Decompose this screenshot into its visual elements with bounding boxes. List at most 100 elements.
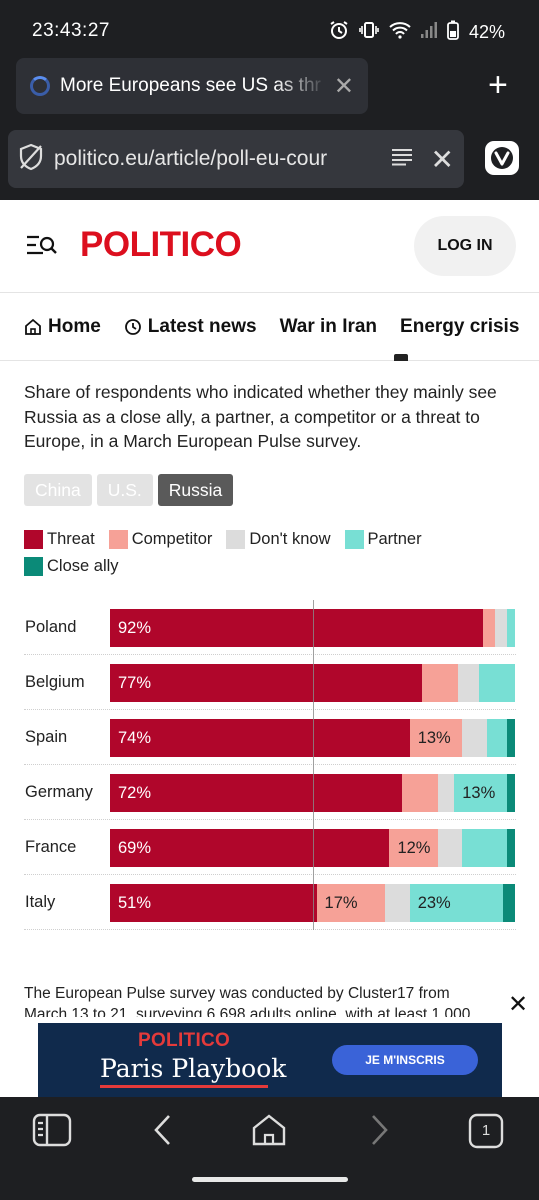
ad-product: Paris Playbook	[100, 1054, 287, 1083]
filter-china[interactable]: China	[24, 474, 92, 506]
clear-url-icon[interactable]: ✕	[430, 143, 454, 175]
category-label: Germany	[25, 783, 93, 801]
nav-label: Home	[48, 316, 101, 337]
new-tab-button[interactable]: +	[488, 66, 508, 104]
legend-close-ally: Close ally	[24, 557, 119, 576]
bar-segment	[458, 664, 479, 702]
legend-competitor: Competitor	[108, 530, 213, 549]
data-label: 77%	[118, 674, 152, 692]
bar-segment: 77%	[110, 664, 422, 702]
legend-dont-know: Don't know	[226, 530, 331, 549]
back-icon[interactable]	[152, 1113, 174, 1152]
bar-segment	[506, 609, 515, 647]
bar-segment: 23%	[409, 884, 503, 922]
chart-row: Germany 72% 13%	[24, 765, 516, 820]
legend-label: Threat	[47, 530, 95, 548]
chart-row: France 69% 12%	[24, 820, 516, 875]
nav-label: War in Iran	[279, 316, 378, 337]
bar-segment	[462, 829, 507, 867]
ad-subscribe-button[interactable]: JE M'INSCRIS	[332, 1045, 478, 1075]
bar-segment	[502, 884, 515, 922]
stacked-bar[interactable]: 51% 17% 23%	[110, 884, 515, 922]
data-label: 12%	[397, 839, 431, 857]
stacked-bar[interactable]: 92%	[110, 609, 515, 647]
nav-item-home[interactable]: Home	[24, 316, 101, 338]
bar-segment	[506, 829, 515, 867]
section-nav: Home Latest news War in Iran Energy cris…	[0, 294, 539, 361]
vivaldi-menu-button[interactable]	[485, 141, 519, 175]
filter-us[interactable]: U.S.	[96, 474, 153, 506]
ad-banner[interactable]: POLITICO Paris Playbook JE M'INSCRIS	[38, 1023, 502, 1097]
forward-icon[interactable]	[368, 1113, 390, 1152]
category-label: Spain	[25, 728, 68, 746]
address-bar[interactable]: politico.eu/article/poll-eu-cour ✕	[8, 130, 464, 188]
country-filter-buttons: China U.S. Russia	[24, 474, 234, 506]
reference-line-50	[312, 600, 314, 930]
nav-label: Latest news	[147, 316, 257, 337]
legend-swatch	[226, 530, 246, 549]
bar-segment	[482, 609, 495, 647]
legend-swatch	[108, 530, 128, 549]
signal-icon	[420, 21, 437, 44]
category-label: Italy	[25, 893, 56, 911]
nav-item-latest-news[interactable]: Latest news	[124, 316, 257, 338]
nav-item-energy-crisis[interactable]: Energy crisis	[400, 316, 519, 338]
data-label: 69%	[118, 839, 152, 857]
home-icon[interactable]	[251, 1113, 287, 1152]
data-label: 13%	[417, 729, 451, 747]
stacked-bar[interactable]: 72% 13%	[110, 774, 515, 812]
close-ad-icon[interactable]: ✕	[508, 991, 529, 1018]
legend-partner: Partner	[344, 530, 422, 549]
bar-segment: 92%	[110, 609, 483, 647]
reader-view-icon[interactable]	[391, 148, 413, 171]
politico-logo[interactable]: POLITICO	[80, 225, 242, 264]
legend-label: Competitor	[131, 530, 213, 548]
legend-label: Don't know	[249, 530, 331, 548]
bar-segment	[506, 719, 515, 757]
legend-swatch	[344, 530, 364, 549]
data-label: 92%	[118, 619, 152, 637]
vivaldi-logo-icon	[491, 147, 513, 169]
alarm-icon	[329, 20, 349, 45]
nav-item-war-in-iran[interactable]: War in Iran	[280, 316, 377, 338]
browser-bottom-toolbar: 1	[0, 1097, 539, 1200]
status-icons: 42%	[329, 20, 505, 45]
panel-icon[interactable]	[32, 1113, 72, 1152]
bar-segment: 69%	[110, 829, 390, 867]
tab-switcher-button[interactable]: 1	[468, 1113, 504, 1154]
bar-segment	[478, 664, 515, 702]
filter-russia[interactable]: Russia	[157, 474, 234, 506]
bar-segment	[438, 829, 463, 867]
chart-row: Belgium 77%	[24, 655, 516, 710]
bar-segment	[421, 664, 459, 702]
login-button[interactable]: LOG IN	[414, 216, 516, 276]
chart-legend: Threat Competitor Don't know Partner Clo…	[24, 530, 514, 576]
bar-segment: 72%	[110, 774, 402, 812]
legend-threat: Threat	[24, 530, 95, 549]
close-tab-icon[interactable]: ✕	[333, 72, 354, 100]
data-label: 51%	[118, 894, 152, 912]
tracker-shield-icon[interactable]	[18, 143, 44, 176]
status-time: 23:43:27	[32, 20, 110, 41]
bar-segment	[438, 774, 455, 812]
data-label: 17%	[324, 894, 358, 912]
gesture-home-indicator	[192, 1177, 348, 1182]
ad-underline	[100, 1085, 268, 1088]
loading-spinner-icon	[30, 76, 50, 96]
bar-segment	[385, 884, 410, 922]
stacked-bar[interactable]: 69% 12%	[110, 829, 515, 867]
vibrate-icon	[359, 20, 379, 45]
battery-icon	[447, 20, 459, 45]
scrolled-heading-fragment	[24, 348, 524, 361]
active-tab[interactable]: More Europeans see US as thr ✕	[16, 58, 368, 114]
data-label: 72%	[118, 784, 152, 802]
stacked-bar[interactable]: 74% 13%	[110, 719, 515, 757]
data-label: 23%	[417, 894, 451, 912]
survey-footnote: The European Pulse survey was conducted …	[24, 985, 471, 1017]
stacked-bar[interactable]: 77%	[110, 664, 515, 702]
ad-brand: POLITICO	[138, 1030, 231, 1051]
stacked-bar-chart: Poland 92% Belgium 77% Spain 74% 13% Germany 72%…	[24, 600, 516, 930]
menu-search-icon[interactable]	[26, 233, 58, 262]
url-text[interactable]: politico.eu/article/poll-eu-cour	[54, 147, 328, 170]
bar-segment: 51%	[110, 884, 317, 922]
